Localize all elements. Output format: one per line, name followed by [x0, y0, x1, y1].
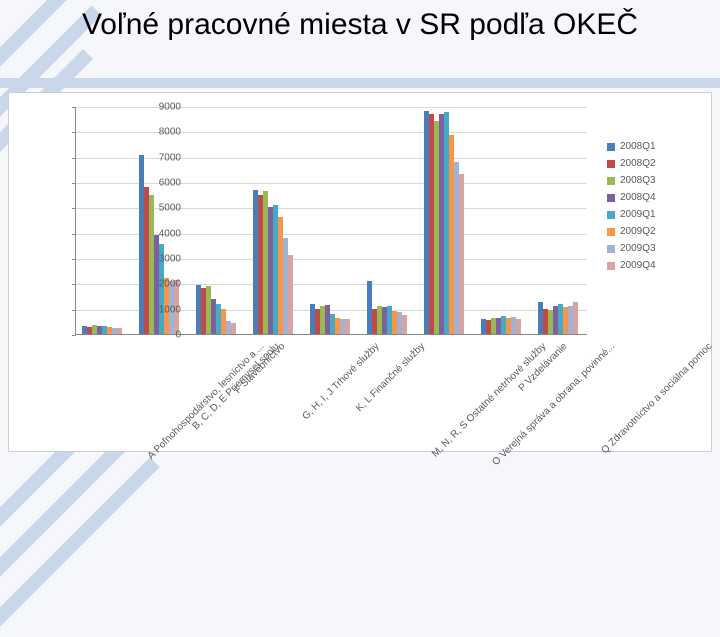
- legend-item: 2008Q3: [607, 175, 697, 186]
- legend-swatch: [607, 143, 615, 151]
- legend-item: 2009Q2: [607, 226, 697, 237]
- legend-label: 2008Q4: [620, 192, 656, 203]
- y-tick-label: 3000: [159, 254, 181, 265]
- y-tick: [72, 259, 76, 260]
- x-tick-label: G, H, I, J Trhové služby: [300, 341, 381, 422]
- category-group: [367, 281, 407, 334]
- legend-label: 2009Q1: [620, 209, 656, 220]
- bar: [516, 319, 521, 334]
- legend-item: 2008Q1: [607, 141, 697, 152]
- legend-swatch: [607, 228, 615, 236]
- plot-area: [75, 107, 587, 335]
- bar: [573, 302, 578, 334]
- legend-item: 2009Q1: [607, 209, 697, 220]
- legend-item: 2009Q4: [607, 260, 697, 271]
- y-tick: [72, 310, 76, 311]
- category-group: [196, 285, 236, 334]
- y-tick: [72, 107, 76, 108]
- legend-swatch: [607, 245, 615, 253]
- slide: Voľné pracovné miesta v SR podľa OKEČ A …: [0, 0, 720, 540]
- legend-label: 2009Q2: [620, 226, 656, 237]
- gridline: [76, 107, 587, 108]
- x-tick-label: M, N, R, S Ostatné netrhové služby: [430, 341, 549, 460]
- y-tick: [72, 158, 76, 159]
- y-tick: [72, 132, 76, 133]
- y-tick-label: 4000: [159, 228, 181, 239]
- y-tick: [72, 234, 76, 235]
- y-tick: [72, 208, 76, 209]
- title-underline: [0, 78, 720, 88]
- y-tick-label: 2000: [159, 279, 181, 290]
- y-tick-label: 6000: [159, 178, 181, 189]
- bar: [117, 328, 122, 334]
- legend-swatch: [607, 177, 615, 185]
- legend-label: 2008Q3: [620, 175, 656, 186]
- legend-swatch: [607, 262, 615, 270]
- legend-swatch: [607, 194, 615, 202]
- category-group: [82, 325, 122, 334]
- legend-item: 2009Q3: [607, 243, 697, 254]
- gridline: [76, 132, 587, 133]
- legend: 2008Q1 2008Q2 2008Q3 2008Q4 2009Q1 2009Q2 2009…: [607, 141, 697, 277]
- category-group: [310, 304, 350, 334]
- legend-label: 2009Q4: [620, 260, 656, 271]
- page-title: Voľné pracovné miesta v SR podľa OKEČ: [40, 8, 680, 43]
- bar: [402, 315, 407, 334]
- legend-label: 2008Q2: [620, 158, 656, 169]
- category-group: [424, 111, 464, 334]
- y-tick-label: 5000: [159, 203, 181, 214]
- legend-item: 2008Q4: [607, 192, 697, 203]
- legend-swatch: [607, 160, 615, 168]
- x-axis-labels: A Poľnohospodárstvo, lesníctvo a ...B, C…: [75, 337, 587, 441]
- category-group: [253, 190, 293, 334]
- x-tick-label: Q Zdravotníctvo a sociálna pomoc: [599, 341, 714, 456]
- title-block: Voľné pracovné miesta v SR podľa OKEČ: [40, 8, 680, 43]
- legend-item: 2008Q2: [607, 158, 697, 169]
- y-tick-label: 1000: [159, 304, 181, 315]
- bar: [288, 255, 293, 334]
- chart-inner: A Poľnohospodárstvo, lesníctvo a ...B, C…: [19, 103, 701, 441]
- bar: [345, 319, 350, 334]
- y-tick-label: 7000: [159, 152, 181, 163]
- legend-label: 2008Q1: [620, 141, 656, 152]
- y-tick-label: 9000: [159, 102, 181, 113]
- bar: [459, 174, 464, 334]
- category-group: [481, 316, 521, 334]
- legend-swatch: [607, 211, 615, 219]
- x-tick-label: A Poľnohospodárstvo, lesníctvo a ...: [146, 341, 267, 462]
- category-group: [538, 302, 578, 334]
- y-tick: [72, 183, 76, 184]
- y-tick: [72, 284, 76, 285]
- chart-container: A Poľnohospodárstvo, lesníctvo a ...B, C…: [8, 92, 712, 452]
- y-tick-label: 0: [175, 330, 181, 341]
- y-tick: [72, 335, 76, 336]
- y-tick-label: 8000: [159, 127, 181, 138]
- legend-label: 2009Q3: [620, 243, 656, 254]
- bar: [231, 323, 236, 334]
